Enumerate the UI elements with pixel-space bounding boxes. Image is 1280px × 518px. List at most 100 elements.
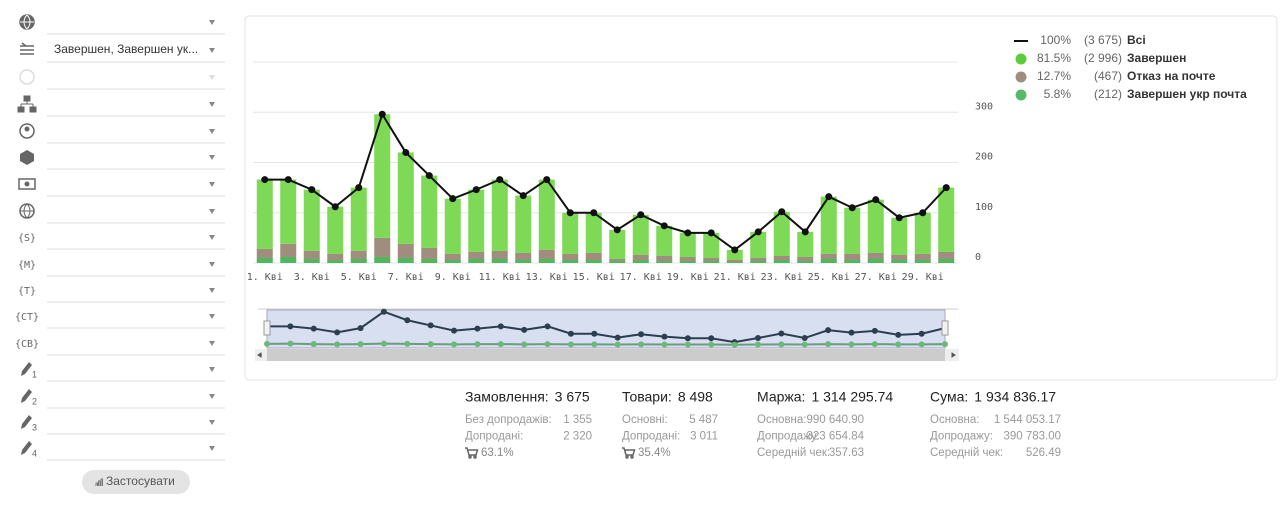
- icon-money: [18, 178, 36, 190]
- bar-segment: [350, 250, 367, 259]
- stat-value: 3 675: [555, 389, 590, 405]
- bar-segment: [538, 258, 555, 263]
- dropdown-arrow[interactable]: [209, 288, 215, 293]
- dropdown[interactable]: [47, 119, 225, 143]
- dropdown[interactable]: [47, 65, 225, 89]
- stat-row-label: Допродані:: [622, 431, 680, 443]
- navigator-point: [334, 341, 341, 348]
- dropdown-arrow[interactable]: [209, 367, 215, 372]
- dropdown[interactable]: [47, 436, 225, 460]
- dropdown-arrow[interactable]: [209, 209, 215, 214]
- line-point: [684, 229, 692, 237]
- stat-value: 1 314 295.74: [811, 389, 893, 405]
- dropdown-arrow[interactable]: [209, 102, 215, 107]
- dropdown-arrow[interactable]: [209, 262, 215, 267]
- navigator-point: [380, 340, 387, 347]
- legend-count: (3 675): [1084, 33, 1122, 47]
- stat-title: Маржа:: [757, 389, 805, 405]
- dropdown-arrow[interactable]: [209, 20, 215, 25]
- dropdown[interactable]: [47, 410, 225, 434]
- dropdown-arrow[interactable]: [209, 182, 215, 187]
- dropdown[interactable]: [47, 92, 225, 116]
- stat-row-value: 526.49: [1026, 447, 1061, 459]
- icon-list: [20, 42, 34, 55]
- navigator-point: [404, 317, 411, 324]
- dropdown-arrow[interactable]: [209, 446, 215, 451]
- navigator-point: [825, 341, 832, 348]
- legend-name[interactable]: Отказ на почте: [1127, 69, 1216, 83]
- dropdown[interactable]: [47, 384, 225, 408]
- dropdown[interactable]: [47, 304, 225, 328]
- scrollbar-thumb[interactable]: [267, 349, 945, 361]
- dropdown-arrow[interactable]: [209, 129, 215, 134]
- dropdown[interactable]: [47, 357, 225, 381]
- dropdown-arrow[interactable]: [209, 420, 215, 425]
- dropdown-arrow[interactable]: [209, 394, 215, 399]
- x-tick-label: 25. Кві: [808, 271, 850, 283]
- bar-segment: [844, 207, 861, 254]
- line-point: [425, 172, 433, 180]
- navigator-handle[interactable]: [941, 320, 949, 336]
- icon-cube: [20, 150, 34, 165]
- navigator-point: [334, 329, 341, 336]
- icon-code: {S}: [18, 233, 36, 244]
- dropdown-arrow[interactable]: [209, 48, 215, 53]
- bar-segment: [374, 256, 391, 263]
- navigator-point: [474, 341, 481, 348]
- dropdown[interactable]: [47, 252, 225, 276]
- dropdown-arrow[interactable]: [209, 314, 215, 319]
- icon-user-head: [24, 126, 30, 132]
- bar-segment: [609, 260, 626, 263]
- line-point: [543, 176, 551, 184]
- dropdown-arrow[interactable]: [209, 341, 215, 346]
- navigator-line: [267, 310, 946, 344]
- apply-button[interactable]: [82, 470, 190, 494]
- dropdown[interactable]: [47, 172, 225, 196]
- legend-name[interactable]: Завершен: [1127, 51, 1186, 65]
- scrollbar-arrows[interactable]: [257, 352, 956, 358]
- bar-segment: [891, 254, 908, 260]
- dropdown[interactable]: [47, 199, 225, 223]
- icon-code: {CB}: [15, 339, 39, 350]
- dropdown-arrow[interactable]: [209, 75, 215, 80]
- bar-segment: [468, 258, 485, 263]
- stat-row-value: 1 355: [563, 414, 592, 426]
- dropdown[interactable]: [47, 278, 225, 302]
- bar-segment: [303, 189, 320, 251]
- icon-money-dot: [24, 181, 30, 187]
- stat-row-label: Допродажу:: [930, 431, 993, 443]
- icon-clock: [19, 69, 35, 85]
- navigator-point: [591, 330, 598, 337]
- legend-name[interactable]: Завершен укр почта: [1127, 87, 1247, 101]
- dropdown-arrow[interactable]: [209, 155, 215, 160]
- navigator-point: [310, 341, 317, 348]
- legend-name[interactable]: Всі: [1127, 33, 1146, 47]
- legend-share: 100%: [1040, 33, 1071, 47]
- navigator-point: [708, 341, 715, 348]
- line-point: [261, 176, 269, 184]
- dropdown[interactable]: [47, 145, 225, 169]
- bar-segment: [632, 259, 649, 263]
- bar-segment: [891, 259, 908, 263]
- line-point: [825, 193, 833, 201]
- stat-title: Сума:: [930, 389, 968, 405]
- navigator-handle[interactable]: [263, 320, 271, 336]
- stat-row-value: 3 011: [690, 431, 718, 443]
- x-tick-label: 19. Кві: [667, 271, 709, 283]
- bar-segment: [797, 231, 814, 257]
- bar-segment: [867, 258, 884, 263]
- dropdown[interactable]: [47, 225, 225, 249]
- dropdown[interactable]: [47, 331, 225, 355]
- bar-segment: [538, 249, 555, 259]
- apply-button-label[interactable]: Застосувати: [106, 474, 175, 488]
- y-tick-label: 300: [975, 101, 993, 112]
- bar-segment: [350, 258, 367, 263]
- navigator-point: [661, 341, 668, 348]
- bar-segment: [820, 253, 837, 259]
- stat-percent: 63.1%: [481, 447, 514, 459]
- dropdown-arrow[interactable]: [209, 235, 215, 240]
- dropdown[interactable]: [47, 10, 225, 34]
- bar-segment: [256, 248, 273, 258]
- bar-segment: [327, 259, 344, 263]
- stat-row-value: 2 320: [563, 431, 592, 443]
